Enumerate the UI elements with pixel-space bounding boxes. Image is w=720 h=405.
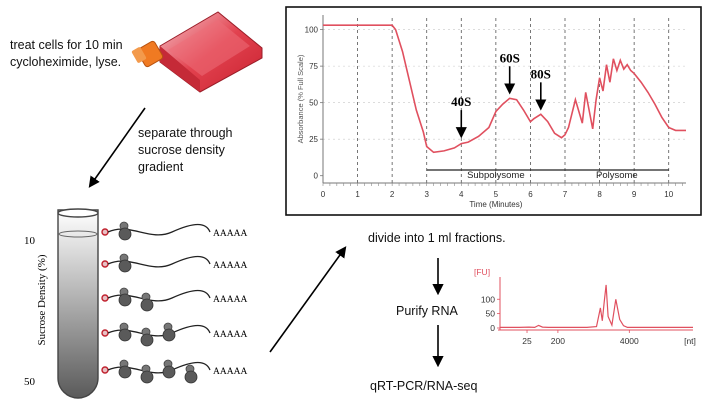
treat-step-text: treat cells for 10 min cycloheximide, ly… [10,37,123,71]
profile-x-tick-label: 1 [355,190,360,199]
culture-flask-icon [131,11,263,93]
bioanalyzer-y-tick-label: 50 [486,309,496,319]
profile-y-tick-label: 100 [305,26,319,35]
polya-tail-label: AAAAA [213,330,247,340]
treat-line-2: cycloheximide, lyse. [10,55,122,69]
ribosome-large-subunit-icon [118,293,132,307]
mrna-cap-icon [101,228,109,236]
separate-step-text: separate through sucrose density gradien… [138,125,233,176]
mrna-cap-icon [101,260,109,268]
bioanalyzer-y-tick-label: 100 [481,294,495,304]
ribosome-large-subunit-icon [162,328,176,342]
mrna-cap-icon [101,366,109,374]
profile-x-tick-label: 2 [390,190,395,199]
bioanalyzer-x-tick-label: 25 [522,336,532,346]
profile-y-tick-label: 0 [314,172,319,181]
mrna-cap-icon [101,294,109,302]
profile-x-axis-label: Time (Minutes) [469,200,522,209]
arrow-flask-to-tube [88,107,146,188]
ribosome-large-subunit-icon [118,365,132,379]
polya-tail-label: AAAAA [213,295,247,305]
profile-trace-line [323,24,686,154]
profile-y-tick-label: 50 [309,99,318,108]
separate-line-3: gradient [138,160,184,174]
bioanalyzer-x-unit: [nt] [684,336,696,346]
bioanalyzer-trace-line [500,284,693,329]
bioanalyzer-panel: 100 50 0 [FU] 25 200 4000 [nt] [474,267,696,346]
ribosome-large-subunit-icon [140,298,154,312]
sucrose-gradient-tube [57,208,99,399]
bioanalyzer-x-tick-label: 200 [551,336,565,346]
mrna-cap-icon [101,329,109,337]
peak-label: 40S [451,94,471,109]
profile-y-tick-label: 75 [309,62,318,71]
profile-x-tick-label: 4 [459,190,464,199]
ribosome-large-subunit-icon [184,370,198,384]
bioanalyzer-x-tick-label: 4000 [620,336,639,346]
ribosome-large-subunit-icon [118,259,132,273]
polya-tail-label: AAAAA [213,229,247,239]
profile-x-tick-label: 3 [424,190,429,199]
purify-step-text: Purify RNA [396,304,458,318]
profile-y-axis-label: Absorbance (% Full Scale) [296,54,305,143]
polya-tail-label: AAAAA [213,261,247,271]
seq-step-text: qRT-PCR/RNA-seq [370,379,478,393]
tube-top-density: 10 [24,235,36,247]
polya-tail-label: AAAAA [213,367,247,377]
profile-x-tick-label: 8 [597,190,602,199]
profile-frame [285,6,702,216]
profile-x-tick-label: 10 [664,190,673,199]
ribosome-large-subunit-icon [140,370,154,384]
ribosome-large-subunit-icon [118,328,132,342]
bioanalyzer-y-unit: [FU] [474,267,490,277]
peak-label: 80S [531,66,551,81]
ribosome-large-subunit-icon [118,227,132,241]
arrow-tube-to-profile [269,246,347,353]
tube-y-axis-label: Sucrose Density (%) [36,254,48,345]
profile-y-tick-label: 25 [309,135,318,144]
treat-line-1: treat cells for 10 min [10,38,123,52]
ribosome-large-subunit-icon [162,365,176,379]
profile-x-tick-label: 0 [321,190,326,199]
ribosome-large-subunit-icon [140,333,154,347]
polysome-label: Polysome [596,170,638,181]
peak-label: 60S [500,50,520,65]
separate-line-1: separate through [138,126,233,140]
bioanalyzer-y-tick-label: 0 [490,323,495,333]
profile-x-tick-label: 6 [528,190,533,199]
profile-x-tick-label: 9 [632,190,637,199]
mrna-diagram-group: AAAAA AAAAA AAAAA AAAAA AAAAA [101,221,247,384]
separate-line-2: sucrose density [138,143,225,157]
subpolysome-label: Subpolysome [467,170,525,181]
profile-x-tick-label: 5 [494,190,499,199]
tube-bottom-density: 50 [24,376,36,388]
profile-peak-markers: 40S 60S 80S [451,50,551,139]
divide-step-text: divide into 1 ml fractions. [368,231,506,245]
profile-x-tick-label: 7 [563,190,568,199]
bioanalyzer-axes: 100 50 0 [FU] 25 200 4000 [nt] [474,267,696,346]
